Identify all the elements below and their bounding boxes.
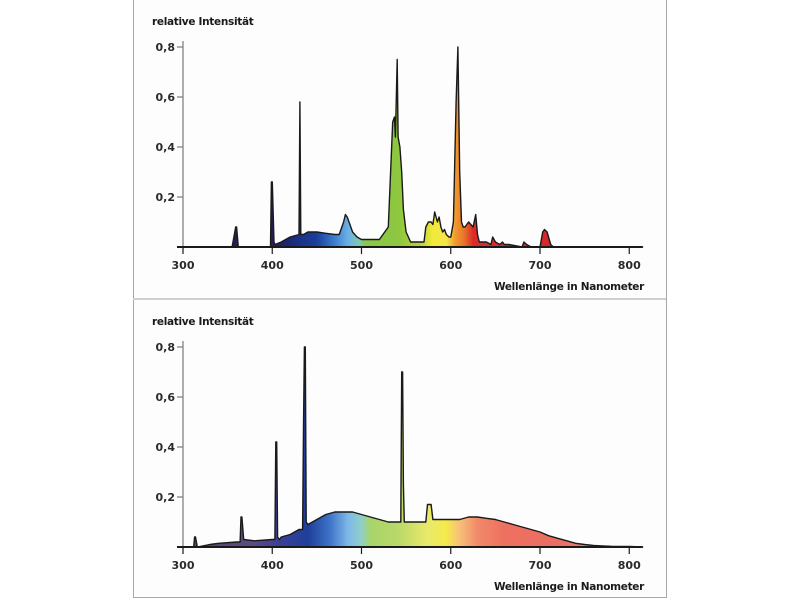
- spectrum-chart-bottom: relative Intensität Wellenlänge in Nanom…: [152, 316, 645, 593]
- y-tick-label: 0,4: [156, 141, 176, 154]
- y-tick-label: 0,8: [156, 41, 176, 54]
- chart-separator: [133, 298, 666, 300]
- spectrum-area: [182, 346, 644, 548]
- spectrum-area: [182, 46, 644, 248]
- y-tick-label: 0,6: [156, 91, 176, 104]
- y-tick-label: 0,2: [156, 191, 176, 204]
- y-tick-label: 0,4: [156, 441, 176, 454]
- x-tick-label: 600: [439, 559, 462, 572]
- y-axis-title: relative Intensität: [152, 316, 254, 328]
- x-tick-label: 500: [350, 559, 373, 572]
- y-tick-label: 0,8: [156, 341, 176, 354]
- x-tick-label: 500: [350, 259, 373, 272]
- x-tick-label: 800: [618, 559, 641, 572]
- x-tick-label: 600: [439, 259, 462, 272]
- x-tick-label: 800: [618, 259, 641, 272]
- x-tick-label: 700: [529, 259, 552, 272]
- spectrum-chart-top: relative Intensität Wellenlänge in Nanom…: [152, 16, 645, 293]
- y-tick-label: 0,2: [156, 491, 176, 504]
- x-axis-title: Wellenlänge in Nanometer: [494, 581, 645, 593]
- y-axis-title: relative Intensität: [152, 16, 254, 28]
- x-tick-label: 400: [261, 559, 284, 572]
- x-tick-label: 700: [529, 559, 552, 572]
- x-axis-title: Wellenlänge in Nanometer: [494, 281, 645, 293]
- x-tick-label: 300: [172, 259, 195, 272]
- y-tick-label: 0,6: [156, 391, 176, 404]
- x-tick-label: 400: [261, 259, 284, 272]
- x-tick-label: 300: [172, 559, 195, 572]
